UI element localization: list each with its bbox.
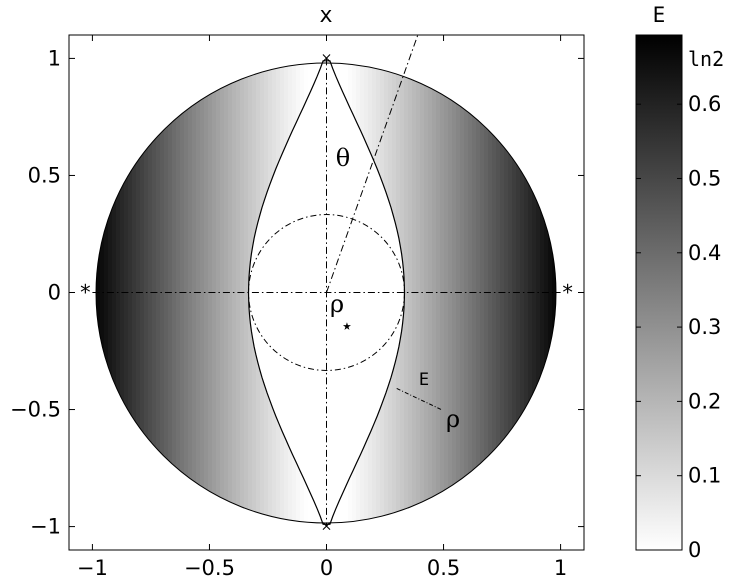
colorbar-tick-label: 0.6 bbox=[688, 92, 721, 116]
heat-strip bbox=[524, 63, 529, 523]
y-tick-label: −1 bbox=[30, 515, 61, 539]
x-tick-label: 1 bbox=[554, 556, 567, 580]
y-tick-label: 1 bbox=[48, 46, 61, 70]
plot-area: × × * * θ ρ ⋆ E ρ −1 −0.5 0 0.5 1 10.50−0.5−… bbox=[10, 3, 585, 580]
heat-strip bbox=[520, 63, 525, 523]
y-ticks bbox=[69, 57, 584, 528]
heat-strip bbox=[244, 63, 249, 523]
heat-strip bbox=[448, 63, 453, 523]
heat-strip bbox=[172, 63, 177, 523]
heat-strip bbox=[476, 63, 481, 523]
x-ticks bbox=[91, 35, 562, 550]
colorbar-top-label: ln2 bbox=[688, 47, 724, 71]
colorbar-ticks bbox=[636, 103, 682, 551]
colorbar-gradient bbox=[636, 35, 682, 550]
heat-strip bbox=[204, 63, 209, 523]
left-star-marker: * bbox=[80, 281, 91, 305]
y-tick-label: 0 bbox=[48, 281, 61, 305]
lens-boundary bbox=[247, 60, 406, 525]
heat-strip bbox=[200, 63, 205, 523]
right-star-marker: * bbox=[562, 281, 573, 305]
colorbar-tick-label: 0.4 bbox=[688, 241, 721, 265]
rho-center-label: ρ bbox=[330, 290, 344, 318]
bottom-pole-marker: × bbox=[321, 519, 333, 535]
colorbar-tick-label: 0.1 bbox=[688, 464, 721, 488]
colorbar-tick-label: 0.3 bbox=[688, 315, 721, 339]
heat-strip bbox=[220, 63, 225, 523]
heat-strip bbox=[100, 63, 105, 523]
heat-strip bbox=[132, 63, 137, 523]
theta-label: θ bbox=[336, 144, 350, 172]
heat-strip bbox=[404, 63, 409, 523]
e-label: E bbox=[419, 370, 429, 390]
rho-star-marker: ⋆ bbox=[340, 314, 353, 338]
x-tick-label: 0 bbox=[320, 556, 333, 580]
heat-strip bbox=[228, 63, 233, 523]
theta-ray bbox=[326, 34, 419, 293]
heat-strip bbox=[156, 63, 161, 523]
heat-strip bbox=[452, 63, 457, 523]
heat-strip bbox=[508, 63, 513, 523]
heat-strip bbox=[160, 63, 165, 523]
heat-strip bbox=[436, 63, 441, 523]
x-tick-label: −1 bbox=[77, 556, 108, 580]
e-leader-line bbox=[396, 388, 442, 410]
heat-strip bbox=[112, 63, 117, 523]
heat-strip bbox=[148, 63, 153, 523]
heat-strip bbox=[496, 63, 501, 523]
x-tick-label: 0.5 bbox=[427, 556, 460, 580]
heat-strip bbox=[552, 63, 556, 523]
colorbar-tick-label: 0 bbox=[688, 538, 701, 562]
y-tick-label: −0.5 bbox=[10, 398, 61, 422]
heat-strip bbox=[432, 63, 437, 523]
colorbar-tick-label: 0.2 bbox=[688, 389, 721, 413]
rho-point-label: ρ bbox=[446, 405, 460, 433]
y-tick-label: 0.5 bbox=[28, 163, 61, 187]
colorbar-title: E bbox=[653, 3, 666, 27]
plot-title: x bbox=[319, 3, 332, 28]
heat-strip bbox=[104, 63, 109, 523]
heat-strip bbox=[460, 63, 465, 523]
heat-strip bbox=[128, 63, 133, 523]
heat-strip bbox=[408, 63, 413, 523]
heat-strip bbox=[504, 63, 509, 523]
colorbar-tick-labels: 0 0.1 0.2 0.3 0.4 0.5 0.6 bbox=[688, 92, 721, 562]
heat-strip bbox=[548, 63, 553, 523]
heat-strip bbox=[216, 63, 221, 523]
top-pole-marker: × bbox=[321, 50, 333, 66]
colorbar-tick-label: 0.5 bbox=[688, 166, 721, 190]
heat-strip bbox=[480, 63, 485, 523]
colorbar-frame bbox=[635, 34, 683, 551]
x-tick-label: −0.5 bbox=[184, 556, 235, 580]
y-tick-labels: 1 0.5 0 −0.5 −1 bbox=[10, 46, 61, 538]
x-tick-labels: −1 −0.5 0 0.5 1 bbox=[77, 556, 567, 580]
colorbar: 0 0.1 0.2 0.3 0.4 0.5 0.6 E ln2 bbox=[635, 3, 724, 562]
heat-strip bbox=[176, 63, 181, 523]
